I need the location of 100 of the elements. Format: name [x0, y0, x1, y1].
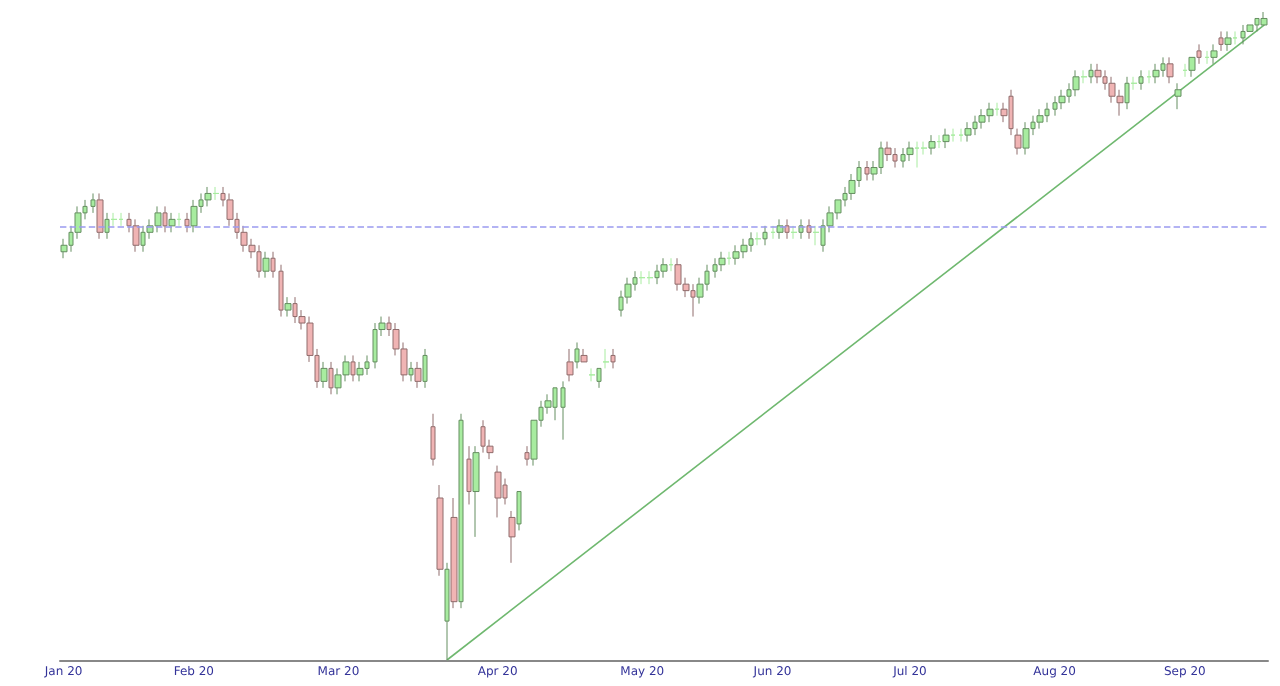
- candlestick: [430, 413, 436, 467]
- candlestick: [444, 562, 450, 661]
- candlestick: [1058, 89, 1066, 110]
- candlestick: [942, 128, 950, 149]
- candlestick: [1174, 82, 1182, 110]
- candlestick: [986, 102, 994, 123]
- candlestick: [1254, 17, 1260, 32]
- candlestick: [140, 225, 146, 253]
- candlestick: [1160, 56, 1166, 78]
- candlestick: [674, 257, 682, 292]
- candlestick: [588, 367, 596, 382]
- candlestick: [154, 205, 162, 233]
- candlestick: [472, 445, 480, 538]
- candlestick: [458, 413, 464, 609]
- candlestick: [1240, 24, 1246, 45]
- candlestick: [718, 251, 726, 272]
- candlestick: [1072, 69, 1080, 97]
- candlestick: [560, 380, 566, 441]
- candlestick: [1044, 102, 1050, 123]
- candlestick: [90, 192, 96, 214]
- candlestick: [524, 445, 530, 467]
- candlestick: [212, 186, 220, 201]
- candlestick: [892, 147, 898, 169]
- candlestick: [784, 218, 790, 240]
- candlestick: [1218, 30, 1224, 52]
- candlestick: [262, 251, 270, 279]
- candlestick: [372, 322, 378, 369]
- candlestick: [726, 251, 732, 266]
- candlestick: [978, 108, 986, 130]
- candlestick: [1138, 69, 1144, 91]
- candlestick: [414, 361, 422, 389]
- candlestick: [754, 231, 762, 246]
- candlestick: [494, 465, 502, 518]
- candlestick: [646, 270, 654, 285]
- candlestick: [770, 225, 776, 240]
- candlestick: [690, 283, 696, 318]
- candlestick: [1232, 30, 1238, 45]
- candlestick: [292, 296, 298, 324]
- candlestick: [1094, 63, 1102, 84]
- candlestick: [740, 238, 748, 259]
- candlestick: [864, 160, 870, 181]
- candlestick: [1124, 76, 1130, 110]
- candlestick: [610, 348, 616, 369]
- candlestick: [176, 212, 182, 227]
- candlestick: [580, 348, 588, 363]
- candlestick: [284, 296, 292, 318]
- candlestick: [638, 270, 646, 285]
- candlestick: [1036, 108, 1044, 130]
- candlestick: [1088, 63, 1094, 84]
- candlestick: [1224, 30, 1232, 52]
- candlestick: [900, 147, 906, 169]
- candlestick: [328, 361, 334, 395]
- candlestick: [184, 212, 190, 233]
- candlestick: [806, 218, 812, 240]
- candlestick: [812, 225, 820, 246]
- candlestick: [950, 128, 956, 143]
- candlestick: [596, 367, 602, 389]
- candlestick: [1204, 50, 1210, 65]
- candlestick: [1022, 121, 1030, 156]
- candlestick: [602, 348, 610, 369]
- candlestick: [162, 205, 168, 233]
- candlestick: [964, 121, 972, 143]
- candlestick: [204, 186, 212, 207]
- candlestick: [732, 244, 740, 266]
- candlestick: [994, 102, 1000, 117]
- candlestick: [118, 212, 124, 227]
- candlestick: [884, 141, 892, 162]
- candlestick: [508, 510, 516, 564]
- candlestick: [790, 225, 798, 240]
- candlestick: [96, 192, 104, 240]
- candlestick: [168, 212, 176, 233]
- candlestick: [1210, 43, 1218, 65]
- candlestick: [1146, 69, 1152, 84]
- candlestick: [1182, 63, 1188, 78]
- candlestick: [654, 264, 660, 285]
- candlestick: [350, 354, 356, 382]
- candlestick: [906, 141, 914, 162]
- candlestick: [1260, 11, 1268, 26]
- candlestick: [566, 348, 574, 382]
- candlestick: [436, 484, 444, 577]
- candlestick: [320, 361, 328, 389]
- candlestick: [480, 419, 486, 454]
- candlestick: [1052, 95, 1058, 117]
- candlestick: [1152, 63, 1160, 84]
- candlestick: [972, 115, 978, 136]
- candlestick: [190, 199, 198, 233]
- candlestick: [936, 134, 942, 149]
- candlestick: [928, 134, 936, 156]
- candlestick: [660, 257, 668, 279]
- candlestick: [762, 225, 768, 246]
- candlestick: [516, 491, 522, 531]
- candlestick: [574, 341, 580, 369]
- candlestick: [1188, 56, 1196, 78]
- candlestick: [356, 361, 364, 382]
- candlestick: [422, 348, 428, 389]
- candlestick: [1196, 43, 1202, 65]
- candlestick: [104, 212, 110, 240]
- candlestick: [914, 141, 920, 169]
- candlestick: [466, 445, 472, 505]
- candlestick: [748, 231, 754, 253]
